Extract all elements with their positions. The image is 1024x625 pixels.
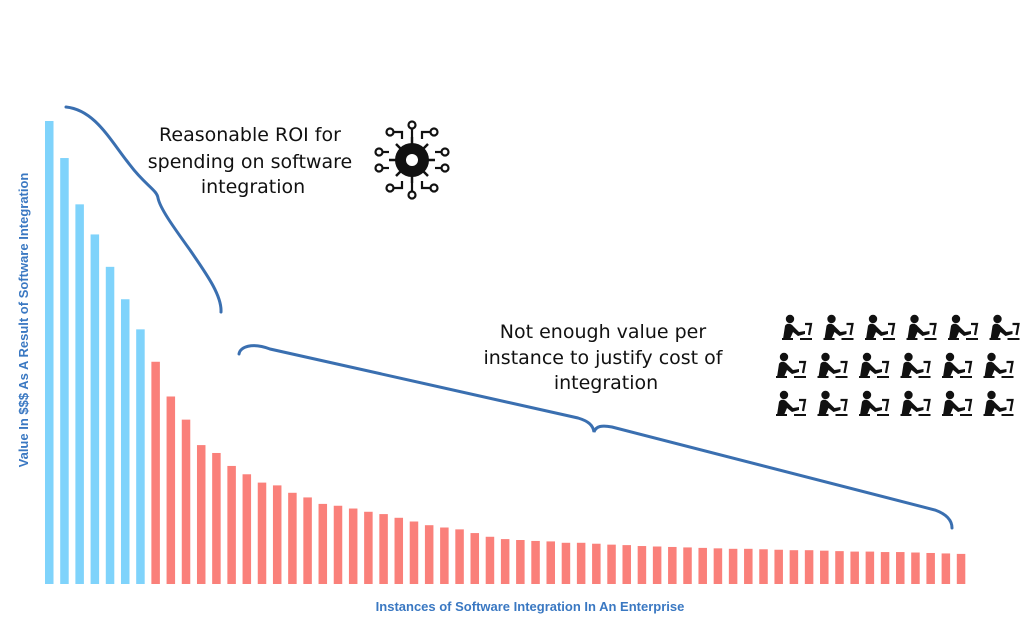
high-roi-brace <box>64 105 223 314</box>
low-roi-bar-44 <box>698 547 707 584</box>
low-roi-bar-55 <box>865 551 875 584</box>
high-roi-bar-5 <box>105 266 115 584</box>
low-roi-brace <box>237 344 954 530</box>
low-roi-bar-30 <box>485 536 495 584</box>
low-roi-bar-25 <box>409 521 419 585</box>
worker-at-desk-icon <box>899 351 932 379</box>
low-roi-bar-15 <box>257 482 267 584</box>
low-roi-bar-56 <box>880 552 890 584</box>
worker-at-desk-icon <box>780 313 814 341</box>
high-roi-annotation: Reasonable ROI for spending on software … <box>148 124 359 198</box>
low-roi-bar-24 <box>394 517 404 584</box>
low-roi-bar-28 <box>455 529 464 584</box>
low-roi-bar-61 <box>956 553 966 584</box>
worker-at-desk-icon <box>863 313 897 341</box>
low-roi-bar-9 <box>166 396 176 585</box>
low-roi-bar-8 <box>151 361 160 584</box>
worker-at-desk-icon <box>857 389 891 417</box>
low-roi-bar-32 <box>516 540 525 584</box>
low-roi-bar-60 <box>941 553 951 584</box>
low-roi-bar-52 <box>820 550 829 584</box>
workers-group <box>774 313 1021 417</box>
low-roi-bar-39 <box>622 545 631 584</box>
low-roi-bar-41 <box>652 546 662 584</box>
bars-group <box>45 121 966 585</box>
worker-at-desk-icon <box>982 389 1015 417</box>
low-roi-bar-42 <box>668 546 677 584</box>
low-roi-bar-27 <box>440 527 449 584</box>
low-roi-bar-54 <box>850 551 859 584</box>
low-roi-annotation: Not enough value per instance to justify… <box>483 321 728 394</box>
low-roi-bar-11 <box>196 445 206 584</box>
low-roi-bar-29 <box>470 533 480 584</box>
worker-at-desk-icon <box>946 313 980 341</box>
y-axis-title: Value In $$$ As A Result of Software Int… <box>16 173 31 468</box>
high-roi-bar-4 <box>90 234 100 584</box>
low-roi-bar-34 <box>546 541 555 584</box>
low-roi-bar-51 <box>804 550 814 584</box>
worker-at-desk-icon <box>816 351 849 379</box>
low-roi-bar-49 <box>774 549 783 584</box>
low-roi-bar-45 <box>713 548 723 584</box>
high-roi-bar-3 <box>75 204 84 584</box>
low-roi-bar-58 <box>911 552 920 584</box>
worker-at-desk-icon <box>982 351 1015 379</box>
low-roi-bar-35 <box>561 542 571 584</box>
worker-at-desk-icon <box>940 389 974 417</box>
worker-at-desk-icon <box>774 351 808 379</box>
low-roi-bar-19 <box>318 503 328 584</box>
low-roi-bar-10 <box>181 419 191 584</box>
worker-at-desk-icon <box>905 313 938 341</box>
worker-at-desk-icon <box>816 389 849 417</box>
low-roi-bar-33 <box>531 540 540 584</box>
worker-at-desk-icon <box>988 313 1021 341</box>
low-roi-bar-26 <box>424 525 434 584</box>
low-roi-bar-16 <box>272 485 282 584</box>
worker-at-desk-icon <box>940 351 974 379</box>
gear-circuit-icon <box>374 120 450 200</box>
low-roi-bar-18 <box>303 497 312 584</box>
low-roi-bar-31 <box>500 539 510 584</box>
low-roi-bar-38 <box>607 544 616 584</box>
low-roi-bar-36 <box>576 542 586 584</box>
low-roi-bar-50 <box>789 550 799 584</box>
worker-at-desk-icon <box>822 313 855 341</box>
low-roi-bar-40 <box>637 546 647 584</box>
low-roi-bar-59 <box>926 552 935 584</box>
low-roi-bar-21 <box>348 508 358 584</box>
worker-at-desk-icon <box>857 351 891 379</box>
low-roi-bar-48 <box>759 549 768 584</box>
high-roi-bar-2 <box>60 158 69 585</box>
low-roi-bar-12 <box>212 452 221 584</box>
low-roi-bar-13 <box>227 465 236 584</box>
low-roi-bar-23 <box>379 514 388 584</box>
worker-at-desk-icon <box>899 389 932 417</box>
low-roi-bar-17 <box>288 492 297 584</box>
low-roi-bar-53 <box>835 551 844 584</box>
high-roi-bar-1 <box>45 121 54 584</box>
low-roi-bar-43 <box>683 547 692 584</box>
low-roi-bar-20 <box>333 505 343 584</box>
high-roi-bar-6 <box>120 299 130 584</box>
low-roi-bar-47 <box>744 548 753 584</box>
low-roi-bar-57 <box>896 552 905 584</box>
low-roi-bar-37 <box>592 543 601 584</box>
x-axis-title: Instances of Software Integration In An … <box>376 599 685 614</box>
worker-at-desk-icon <box>774 389 808 417</box>
low-roi-bar-14 <box>242 474 252 584</box>
low-roi-bar-22 <box>364 511 373 584</box>
high-roi-bar-7 <box>136 329 145 584</box>
low-roi-bar-46 <box>728 548 738 584</box>
